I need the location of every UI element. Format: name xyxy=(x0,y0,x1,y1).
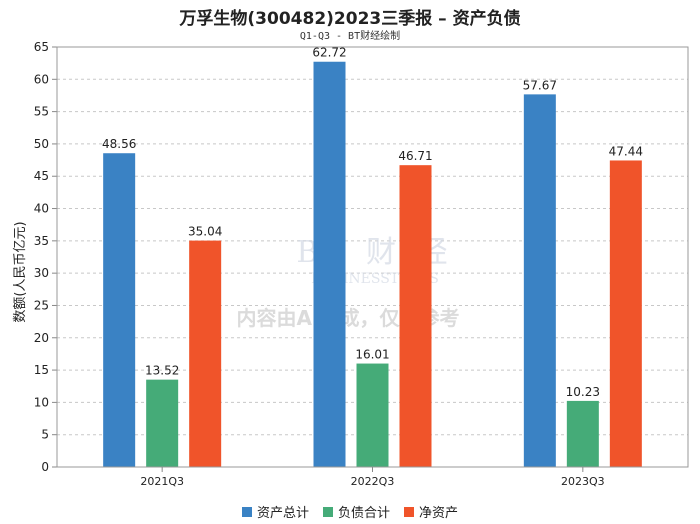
y-tick-label: 60 xyxy=(34,72,49,86)
bar xyxy=(356,363,389,467)
y-tick-label: 50 xyxy=(34,137,49,151)
legend-swatch xyxy=(322,506,333,517)
bar-value-label: 62.72 xyxy=(312,46,346,60)
bar-value-label: 13.52 xyxy=(145,364,179,378)
x-tick-label: 2021Q3 xyxy=(140,475,184,488)
y-tick-label: 5 xyxy=(41,428,49,442)
legend-label: 负债合计 xyxy=(337,506,390,521)
y-tick-label: 35 xyxy=(34,234,49,248)
bar-value-label: 16.01 xyxy=(355,348,389,362)
bar xyxy=(609,160,642,468)
bar-value-label: 57.67 xyxy=(523,78,557,92)
legend: 资产总计 负债合计 净资产 xyxy=(0,502,700,521)
legend-label: 资产总计 xyxy=(256,506,309,521)
chart-title: 万孚生物(300482)2023三季报 – 资产负债 xyxy=(179,9,521,29)
y-tick-label: 25 xyxy=(34,298,49,312)
y-tick-label: 10 xyxy=(34,395,49,409)
legend-item: 资产总计 xyxy=(241,502,309,521)
y-tick-label: 15 xyxy=(34,363,49,377)
bar xyxy=(523,94,556,468)
bar-value-label: 47.44 xyxy=(609,144,643,158)
bar-value-label: 35.04 xyxy=(188,225,222,239)
bar xyxy=(313,61,346,468)
bar xyxy=(189,240,222,467)
legend-item: 净资产 xyxy=(404,502,458,521)
axes: 0 5 10 15 20 25 30 35 40 45 50 55 60 65 2021Q3 2022Q3 20… xyxy=(34,40,689,488)
y-tick-label: 20 xyxy=(34,331,49,345)
legend-swatch xyxy=(241,506,252,517)
bar-value-label: 46.71 xyxy=(398,149,432,163)
legend-item: 负债合计 xyxy=(322,502,390,521)
legend-label: 净资产 xyxy=(419,506,459,521)
bar-value-label: 48.56 xyxy=(102,137,136,151)
bar xyxy=(146,379,179,467)
bar-chart: BT 财 经 BUSINESSTIMES 内容由AI生成，仅供参考 48.561… xyxy=(13,40,689,488)
bar xyxy=(566,400,599,467)
y-tick-label: 30 xyxy=(34,266,49,280)
bars: 48.56 13.52 35.04 62.72 16.01 46.71 57.67 10.23… xyxy=(102,46,643,468)
y-tick-label: 0 xyxy=(41,460,49,474)
y-tick-label: 65 xyxy=(34,40,49,54)
legend-swatch xyxy=(404,506,414,517)
x-tick-label: 2023Q3 xyxy=(561,475,605,488)
chart-subtitle: Q1-Q3 - BT财经绘制 xyxy=(299,31,401,42)
y-tick-label: 40 xyxy=(34,202,49,216)
y-tick-label: 55 xyxy=(34,105,49,119)
y-axis-label: 数额(人民币亿元) xyxy=(13,221,28,322)
bar-value-label: 10.23 xyxy=(566,385,600,399)
bar xyxy=(399,165,432,468)
x-tick-label: 2022Q3 xyxy=(351,475,395,488)
bar xyxy=(103,153,136,467)
y-tick-label: 45 xyxy=(34,169,49,183)
